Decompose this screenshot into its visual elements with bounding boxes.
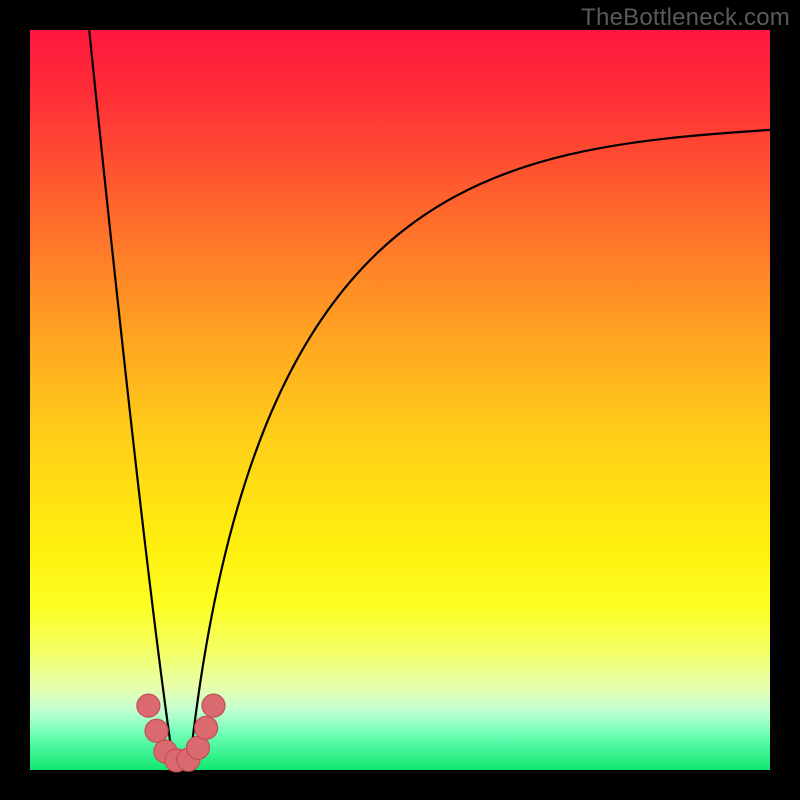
curve-marker — [202, 694, 225, 717]
bottleneck-chart — [0, 0, 800, 800]
curve-marker — [195, 716, 218, 739]
curve-marker — [137, 694, 160, 717]
curve-marker — [145, 719, 168, 742]
plot-background — [30, 30, 770, 770]
